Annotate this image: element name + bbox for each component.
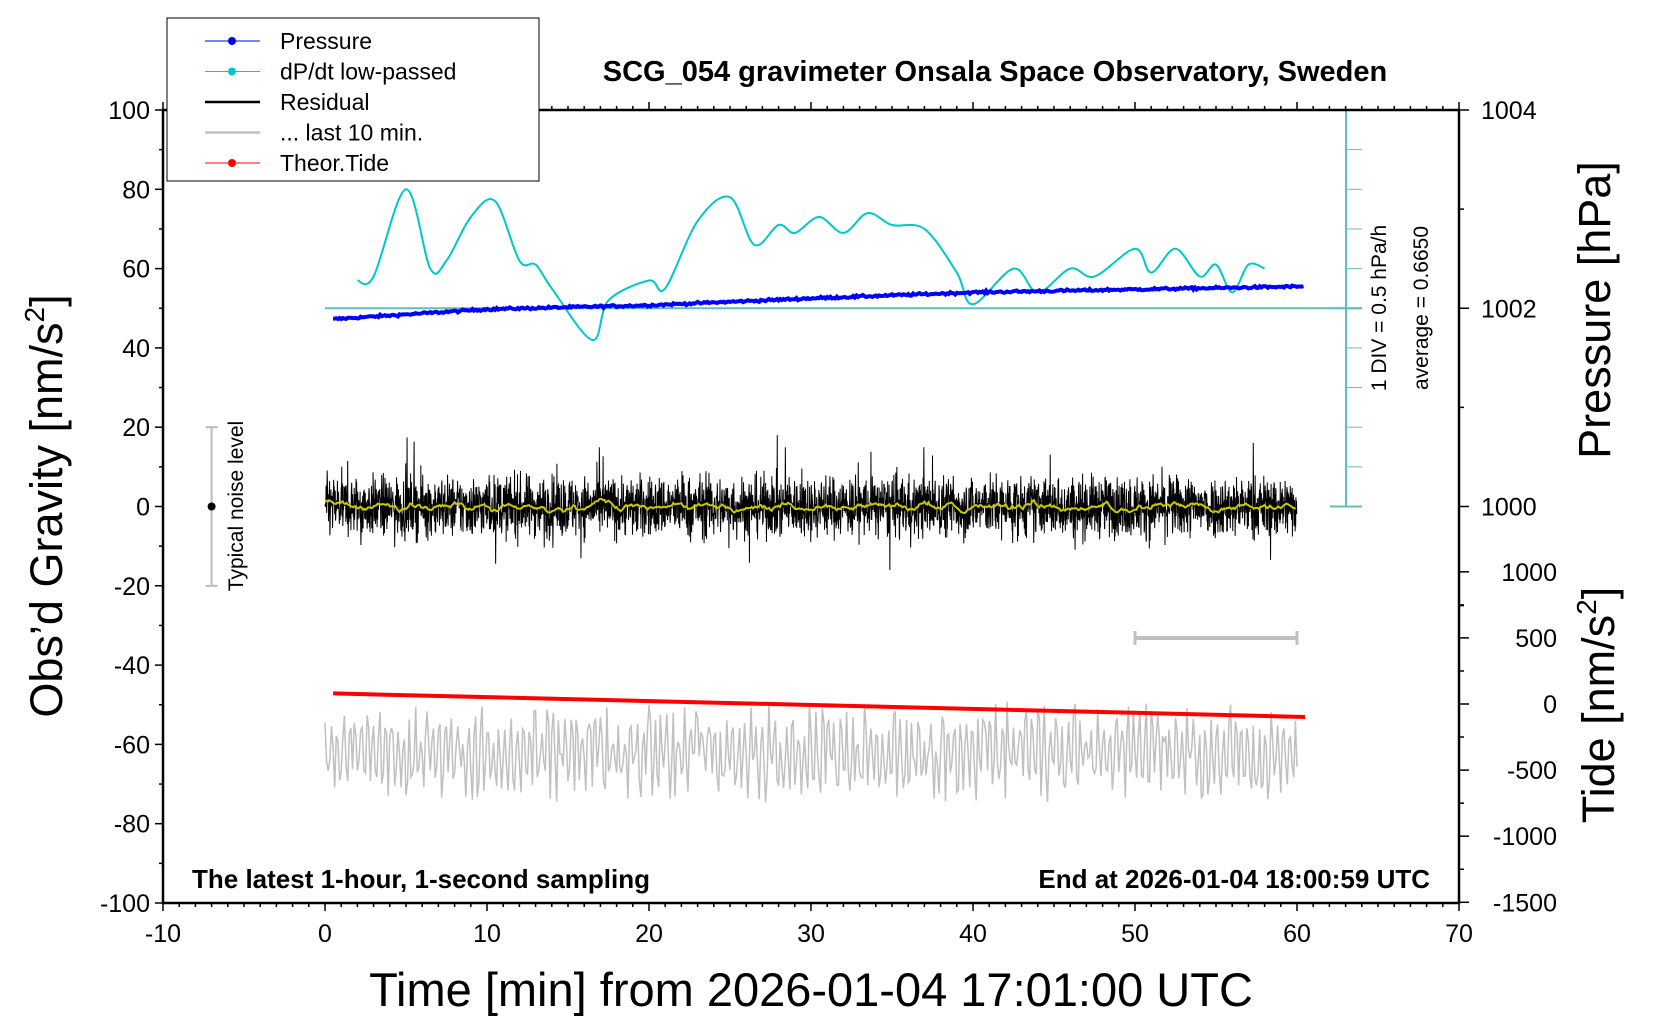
pressure-tick-label: 1000 [1481, 494, 1537, 522]
x-tick-label: 20 [635, 920, 663, 948]
pressure-tick-label: 1002 [1481, 295, 1537, 323]
legend-item: Pressure [205, 28, 372, 54]
tide-tick-label: 1000 [1501, 559, 1557, 587]
tide-tick-label: -500 [1507, 757, 1557, 785]
x-tick-label: 60 [1283, 920, 1311, 948]
x-tick-label: -10 [145, 920, 181, 948]
tide-tick-label: 0 [1543, 691, 1557, 719]
legend-label: Residual [280, 89, 370, 115]
residual-smoothed-line [324, 497, 1297, 514]
x-tick-label: 30 [797, 920, 825, 948]
y-tick-label: -20 [114, 573, 150, 601]
last-10-min-line [324, 701, 1298, 803]
y-axis-label-left: Obs’d Gravity [nm/s2] [19, 294, 72, 717]
x-tick-label: 10 [473, 920, 501, 948]
legend-item: ... last 10 min. [205, 120, 423, 146]
legend-label: Theor.Tide [280, 150, 389, 176]
axes: -10 0 10 20 30 40 50 60 70100806040200-20-40-60-… [100, 97, 1557, 948]
pressure-line [333, 283, 1304, 322]
legend-marker [228, 67, 236, 76]
legend-label: Pressure [280, 28, 372, 54]
tide-tick-label: 500 [1515, 625, 1557, 653]
chart-title: SCG_054 gravimeter Onsala Space Observat… [603, 56, 1387, 88]
annotation-sampling: The latest 1-hour, 1-second sampling [192, 864, 650, 894]
legend-label: dP/dt low-passed [280, 59, 456, 85]
plot-area [205, 109, 1362, 803]
x-tick-label: 0 [318, 920, 332, 948]
legend-item: dP/dt low-passed [205, 59, 456, 85]
legend-item: Theor.Tide [205, 150, 389, 176]
y-axis-label-tide: Tide [nm/s2] [1571, 587, 1624, 823]
legend: Pressure dP/dt low-passed Residual ... last… [166, 17, 540, 182]
x-tick-label: 70 [1445, 920, 1473, 948]
residual-line [324, 435, 1298, 571]
noise-level-label: Typical noise level [225, 421, 248, 591]
y-tick-label: 100 [108, 97, 150, 125]
dpdt-line [357, 188, 1265, 341]
tide-tick-label: -1000 [1493, 823, 1557, 851]
legend-item: Residual [205, 89, 370, 115]
tide-tick-label: -1500 [1493, 889, 1557, 917]
legend-marker [228, 159, 236, 167]
annotation-end-time: End at 2026-01-04 18:00:59 UTC [1038, 864, 1430, 894]
theor-tide-line [333, 691, 1306, 719]
y-tick-label: -60 [114, 731, 150, 759]
legend-box [166, 17, 540, 182]
y-tick-label: -80 [114, 811, 150, 839]
legend-label: ... last 10 min. [280, 120, 423, 146]
y-tick-label: 80 [122, 176, 150, 204]
dpdt-average-label: average = 0.6650 [1410, 226, 1433, 390]
x-tick-label: 50 [1121, 920, 1149, 948]
pressure-tick-label: 1004 [1481, 97, 1537, 125]
x-axis-label: Time [min] from 2026-01-04 17:01:00 UTC [369, 963, 1253, 1016]
y-tick-label: 40 [122, 335, 150, 363]
noise-level-dot [207, 502, 216, 511]
y-axis-label-pressure: Pressure [hPa] [1569, 161, 1620, 459]
y-tick-label: 60 [122, 256, 150, 284]
y-tick-label: -40 [114, 652, 150, 680]
legend-marker [228, 37, 236, 45]
y-tick-label: 0 [136, 494, 150, 522]
x-tick-label: 40 [959, 920, 987, 948]
dpdt-div-label: 1 DIV = 0.5 hPa/h [1368, 225, 1391, 391]
y-tick-label: 20 [122, 414, 150, 442]
y-tick-label: -100 [100, 890, 150, 918]
